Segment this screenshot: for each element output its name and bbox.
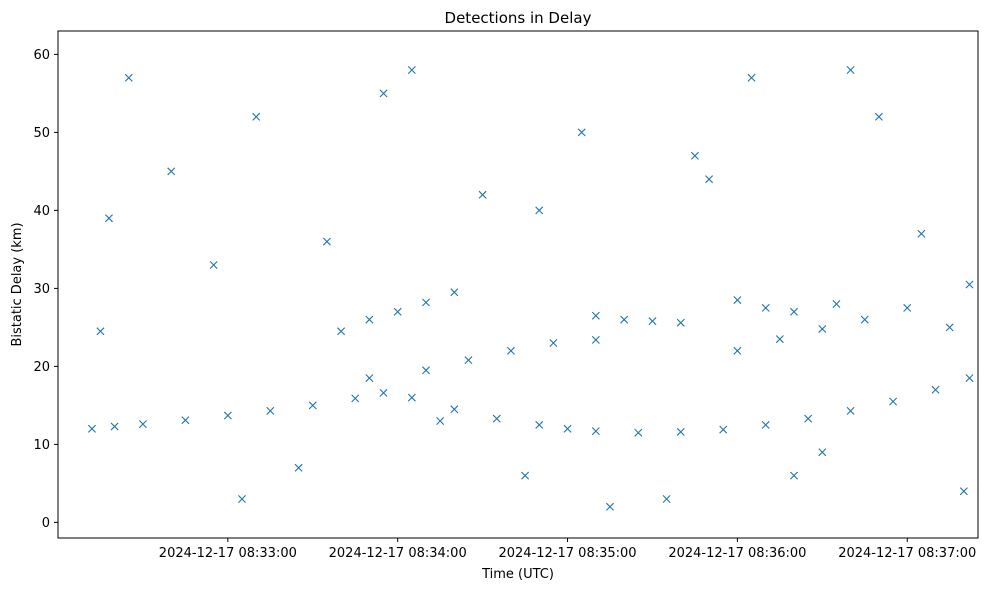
x-tick-label: 2024-12-17 08:36:00	[668, 546, 806, 561]
data-point-marker	[379, 89, 388, 98]
data-point-marker	[634, 428, 643, 437]
data-point-marker	[832, 300, 841, 308]
data-point-marker	[761, 303, 770, 312]
data-point-marker	[167, 167, 176, 176]
x-axis-ticks: 2024-12-17 08:33:00 2024-12-17 08:34:00 20…	[159, 538, 976, 561]
data-point-marker	[818, 448, 827, 457]
data-point-marker	[464, 356, 473, 365]
y-tick-label: 50	[33, 126, 50, 141]
x-tick-label: 2024-12-17 08:34:00	[329, 546, 467, 561]
data-point-marker	[436, 417, 445, 425]
data-point-marker	[705, 175, 714, 184]
data-point-marker	[903, 303, 912, 312]
data-point-marker	[648, 317, 657, 326]
data-point-marker	[818, 324, 827, 333]
x-tick-label: 2024-12-17 08:35:00	[498, 546, 636, 561]
x-tick-label: 2024-12-17 08:33:00	[159, 546, 297, 561]
data-point-marker	[379, 388, 388, 397]
plot-area-frame	[57, 30, 979, 539]
data-point-marker	[535, 420, 544, 429]
data-point-marker	[747, 73, 756, 82]
data-point-marker	[965, 374, 974, 383]
data-point-marker	[138, 420, 147, 429]
data-point-marker	[959, 487, 968, 496]
data-point-marker	[104, 214, 113, 223]
data-point-marker	[407, 393, 416, 402]
y-tick-label: 0	[42, 516, 50, 531]
data-point-marker	[492, 414, 501, 423]
data-point-marker	[422, 366, 430, 375]
data-point-marker	[365, 374, 374, 383]
data-point-marker	[308, 401, 317, 410]
scatter-points	[87, 66, 974, 511]
data-point-marker	[790, 471, 798, 480]
data-point-marker	[96, 327, 105, 336]
data-point-marker	[337, 327, 346, 336]
data-point-marker	[733, 296, 742, 305]
data-point-marker	[775, 335, 784, 344]
data-point-marker	[209, 261, 218, 269]
data-point-marker	[676, 318, 685, 327]
data-point-marker	[719, 425, 728, 434]
data-point-marker	[351, 394, 360, 403]
data-point-marker	[322, 237, 331, 246]
x-axis-label: Time (UTC)	[481, 567, 554, 582]
y-axis-ticks: 0 10 20 30 40 50 60	[33, 48, 58, 531]
y-tick-label: 30	[33, 282, 50, 297]
data-point-marker	[662, 495, 671, 503]
data-point-marker	[450, 288, 459, 297]
data-point-marker	[407, 66, 416, 74]
data-point-marker	[846, 406, 855, 415]
data-point-marker	[591, 335, 600, 344]
data-point-marker	[535, 206, 544, 215]
data-point-marker	[761, 420, 770, 429]
data-point-marker	[365, 315, 374, 324]
data-point-marker	[238, 495, 246, 503]
data-point-marker	[931, 385, 940, 394]
data-point-marker	[606, 502, 614, 511]
data-point-marker	[110, 422, 119, 431]
data-point-marker	[549, 339, 558, 347]
data-point-marker	[889, 397, 898, 406]
data-point-marker	[917, 229, 926, 238]
data-point-marker	[846, 66, 855, 74]
data-point-marker	[124, 73, 133, 82]
data-point-marker	[591, 427, 600, 436]
data-point-marker	[294, 463, 303, 472]
data-point-marker	[393, 307, 402, 316]
data-point-marker	[965, 280, 974, 289]
data-point-marker	[860, 315, 869, 324]
y-axis-label: Bistatic Delay (km)	[10, 222, 25, 346]
data-point-marker	[181, 416, 190, 425]
data-point-marker	[591, 311, 600, 320]
data-point-marker	[945, 323, 954, 332]
data-point-marker	[266, 406, 275, 415]
y-tick-label: 60	[33, 48, 50, 63]
data-point-marker	[478, 190, 487, 199]
x-tick-label: 2024-12-17 08:37:00	[838, 546, 976, 561]
data-point-marker	[223, 411, 232, 420]
data-point-marker	[790, 307, 798, 316]
data-point-marker	[252, 112, 261, 121]
data-point-marker	[620, 315, 629, 324]
y-tick-label: 40	[33, 204, 50, 219]
y-tick-label: 20	[33, 360, 50, 375]
data-point-marker	[450, 405, 459, 414]
data-point-marker	[874, 112, 883, 121]
data-point-marker	[577, 128, 586, 137]
data-point-marker	[87, 424, 96, 433]
data-point-marker	[521, 471, 530, 480]
chart-title: Detections in Delay	[445, 9, 592, 27]
data-point-marker	[804, 414, 813, 423]
data-point-marker	[690, 151, 699, 160]
data-point-marker	[563, 424, 572, 433]
data-point-marker	[506, 346, 515, 355]
data-point-marker	[733, 346, 742, 355]
data-point-marker	[676, 427, 685, 436]
y-tick-label: 10	[33, 438, 50, 453]
data-point-marker	[422, 298, 430, 307]
